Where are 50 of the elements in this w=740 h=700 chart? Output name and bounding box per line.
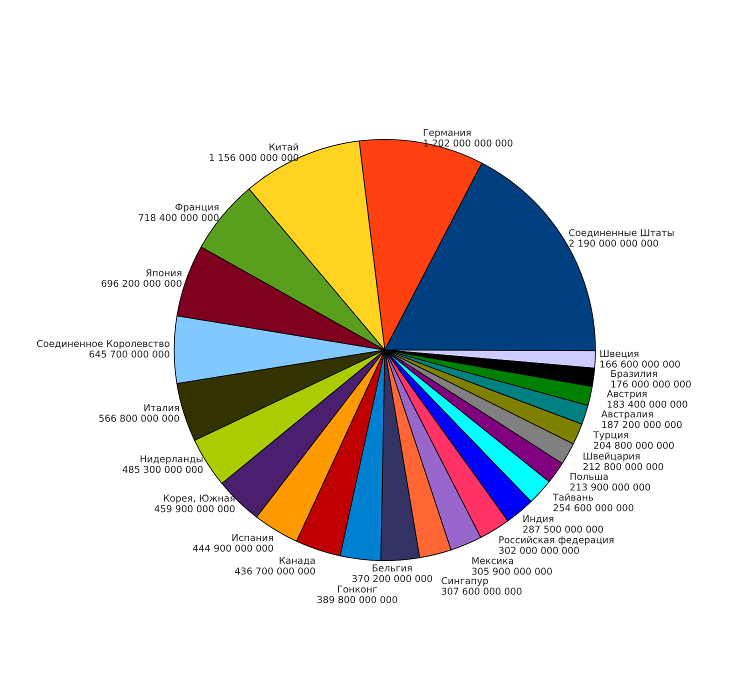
- data-label: 213 900 000 000: [570, 483, 650, 491]
- slice-label: Испания: [232, 534, 273, 542]
- slice-label: Канада: [280, 556, 315, 566]
- slice-label: Корея, Южная: [164, 494, 234, 504]
- data-label: 176 000 000 000: [611, 380, 691, 388]
- slice-label: Бельгия: [372, 564, 412, 572]
- data-label: 370 200 000 000: [352, 574, 432, 582]
- data-label: 1 202 000 000 000: [424, 139, 512, 147]
- data-label: 696 200 000 000: [102, 280, 182, 287]
- slice-label: Австрия: [606, 390, 646, 400]
- data-label: 287 500 000 000: [523, 526, 603, 533]
- data-label: 566 800 000 000: [99, 414, 180, 422]
- slice-label: Швейцария: [584, 452, 640, 462]
- data-label: 718 400 000 000: [138, 214, 219, 222]
- slice-label: Китай: [270, 143, 298, 151]
- slice-label: Мексика: [472, 557, 514, 564]
- slice-label: Япония: [146, 269, 182, 276]
- data-label: 254 600 000 000: [554, 504, 634, 512]
- slice-label: Индия: [523, 515, 554, 524]
- data-label: 389 800 000 000: [317, 596, 398, 604]
- slice-label: Сингапур: [442, 577, 488, 586]
- slice-label: Франция: [175, 204, 218, 212]
- data-label: 212 800 000 000: [583, 463, 664, 470]
- data-label: 444 900 000 000: [193, 544, 274, 552]
- slice-label: Италия: [144, 404, 179, 412]
- slice-label: Швеция: [600, 350, 638, 358]
- data-label: 204 800 000 000: [594, 442, 674, 449]
- slice-label: Тайвань: [552, 493, 594, 501]
- slice-label: Бразилия: [611, 370, 657, 379]
- slice-label: Соединенные Штаты: [569, 229, 674, 238]
- data-label: 2 190 000 000 000: [569, 240, 658, 247]
- data-label: 305 900 000 000: [472, 568, 552, 575]
- data-label: 645 700 000 000: [90, 350, 170, 358]
- data-label: 307 600 000 000: [442, 588, 522, 595]
- slice-label: Гонконг: [338, 586, 377, 593]
- slice-label: Польша: [570, 473, 608, 480]
- data-label: 187 200 000 000: [602, 420, 682, 428]
- data-label: 459 900 000 000: [154, 505, 235, 512]
- data-label: 436 700 000 000: [234, 567, 315, 575]
- data-label: 485 300 000 000: [122, 466, 203, 473]
- slice-label: Германия: [424, 129, 471, 138]
- data-label: 166 600 000 000: [600, 360, 680, 368]
- data-label: 302 000 000 000: [499, 546, 579, 554]
- slice-label: Турция: [593, 431, 628, 440]
- slice-label: Соединенное Королевство: [37, 340, 170, 349]
- slice-label: Российская федерация: [499, 536, 614, 546]
- data-label: 1 156 000 000 000: [210, 154, 298, 162]
- data-label: 183 400 000 000: [608, 400, 688, 408]
- slice-label: Австралия: [601, 410, 653, 420]
- slice-label: Нидерланды: [140, 455, 202, 464]
